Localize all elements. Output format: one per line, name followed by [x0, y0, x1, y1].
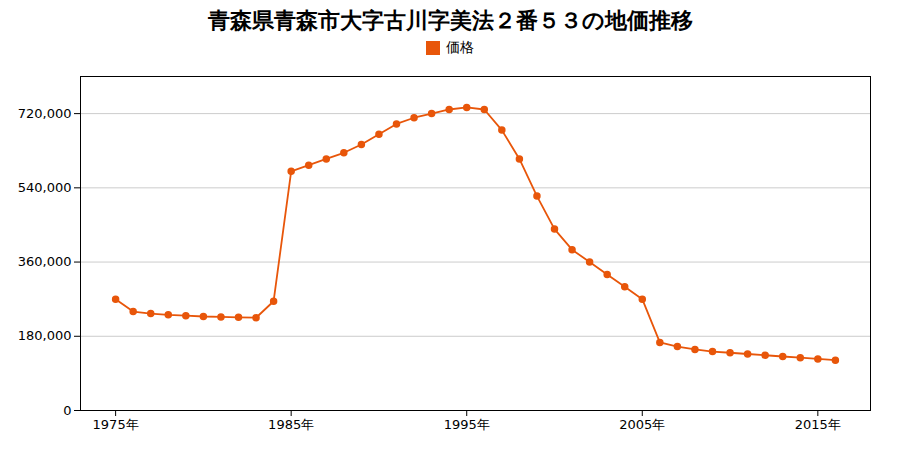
html-text:価格: 価格 [446, 39, 474, 55]
svg-text:1985年: 1985年 [268, 417, 314, 432]
svg-text:1975年: 1975年 [93, 417, 139, 432]
svg-text:360,000: 360,000 [18, 254, 72, 269]
svg-text:540,000: 540,000 [18, 180, 72, 195]
svg-text:2005年: 2005年 [619, 417, 665, 432]
html-text:青森県青森市大字古川字美法２番５３の地価推移: 青森県青森市大字古川字美法２番５３の地価推移 [207, 8, 693, 33]
svg-text:720,000: 720,000 [18, 106, 72, 121]
svg-text:0: 0 [63, 403, 71, 418]
svg-text:1995年: 1995年 [444, 417, 490, 432]
svg-text:2015年: 2015年 [795, 417, 841, 432]
svg-text:180,000: 180,000 [18, 328, 72, 343]
